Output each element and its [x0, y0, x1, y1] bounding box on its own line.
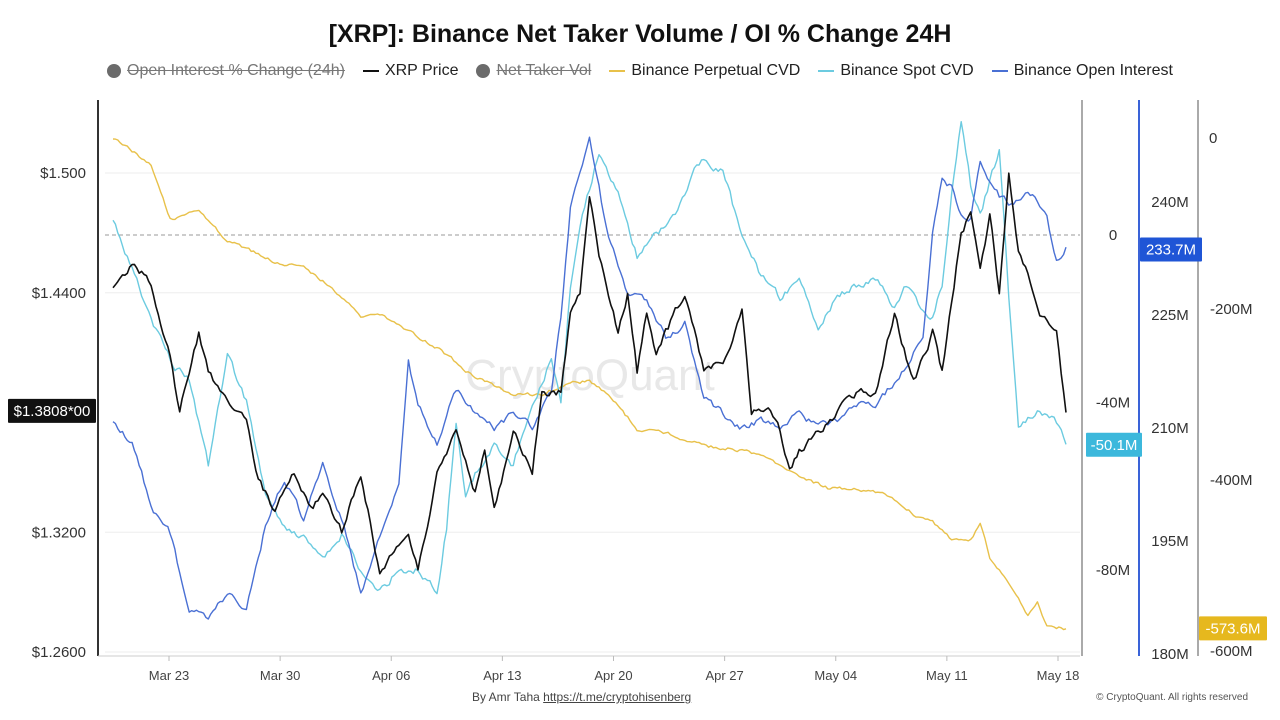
- open-interest-current-badge-bg: [1140, 237, 1202, 262]
- legend-label: Binance Open Interest: [1013, 62, 1173, 79]
- x-tick-label: Mar 30: [260, 668, 300, 683]
- legend-line-icon: [818, 70, 835, 72]
- x-tick-label: Apr 13: [483, 668, 521, 683]
- open-interest-tick-label: 225M: [1151, 307, 1189, 324]
- price-tick-label: $1.3200: [32, 524, 86, 541]
- x-tick-label: May 04: [814, 668, 857, 683]
- perp-cvd-tick-label: -200M: [1210, 301, 1253, 318]
- series-line-binance-perpetual-cvd: [112, 138, 1067, 631]
- perp-cvd-tick-label: -400M: [1210, 472, 1253, 489]
- legend-item[interactable]: Binance Spot CVD: [818, 62, 974, 80]
- open-interest-tick-label: 180M: [1151, 646, 1189, 663]
- open-interest-tick-label: 210M: [1151, 420, 1189, 437]
- x-tick-label: May 11: [926, 668, 968, 683]
- legend-label: Binance Perpetual CVD: [631, 62, 801, 79]
- perp-cvd-tick-label: 0: [1209, 130, 1217, 147]
- legend-label: Open Interest % Change (24h): [127, 62, 345, 79]
- author-link[interactable]: https://t.me/cryptohisenberg: [543, 690, 692, 704]
- price-tick-label: $1.2600: [32, 644, 86, 661]
- legend-dot-icon: [476, 64, 491, 78]
- legend-dot-icon: [107, 64, 122, 78]
- perp-cvd-current-badge-bg: [1199, 616, 1267, 641]
- spot-cvd-tick-label: -80M: [1096, 562, 1130, 579]
- x-tick-label: May 18: [1037, 668, 1080, 683]
- open-interest-current-badge: 233.7M: [1146, 241, 1196, 258]
- price-current-badge-bg: [8, 398, 96, 423]
- x-tick-label: Apr 27: [705, 668, 743, 683]
- author-name: By Amr Taha: [472, 690, 540, 704]
- legend-line-icon: [609, 70, 626, 72]
- x-tick-label: Apr 06: [372, 668, 410, 683]
- legend-item[interactable]: Binance Perpetual CVD: [609, 62, 800, 80]
- watermark: CryptoQuant: [465, 351, 714, 400]
- price-current-badge: $1.3808*00: [14, 403, 91, 420]
- price-tick-label: $1.500: [40, 165, 86, 182]
- chart-title: [XRP]: Binance Net Taker Volume / OI % C…: [328, 20, 952, 48]
- price-tick-label: $1.4400: [32, 285, 86, 302]
- x-tick-label: Apr 20: [594, 668, 632, 683]
- legend-line-icon: [991, 70, 1008, 72]
- legend: Open Interest % Change (24h) XRP Price Net…: [0, 62, 1280, 80]
- spot-cvd-current-badge: -50.1M: [1091, 437, 1138, 454]
- author-credit: By Amr Taha https://t.me/cryptohisenberg: [472, 690, 691, 704]
- x-tick-label: Mar 23: [149, 668, 189, 683]
- legend-item[interactable]: XRP Price: [362, 62, 459, 80]
- spot-cvd-tick-label: 0: [1109, 227, 1117, 244]
- legend-label: Binance Spot CVD: [840, 62, 974, 79]
- legend-line-icon: [362, 70, 379, 72]
- legend-label: XRP Price: [384, 62, 459, 79]
- legend-item[interactable]: Open Interest % Change (24h): [107, 62, 345, 80]
- spot-cvd-current-badge-bg: [1086, 432, 1142, 457]
- open-interest-tick-label: 195M: [1151, 533, 1189, 550]
- perp-cvd-current-badge: -573.6M: [1205, 620, 1260, 637]
- copyright-notice: © CryptoQuant. All rights reserved: [1096, 692, 1248, 703]
- series-line-binance-open-interest: [112, 136, 1067, 620]
- legend-item[interactable]: Binance Open Interest: [991, 62, 1173, 80]
- spot-cvd-tick-label: -40M: [1096, 395, 1130, 412]
- series-line-xrp-price: [112, 172, 1067, 575]
- legend-item[interactable]: Net Taker Vol: [476, 62, 591, 80]
- open-interest-tick-label: 240M: [1151, 194, 1189, 211]
- legend-label: Net Taker Vol: [496, 62, 592, 79]
- perp-cvd-tick-label: -600M: [1210, 643, 1253, 660]
